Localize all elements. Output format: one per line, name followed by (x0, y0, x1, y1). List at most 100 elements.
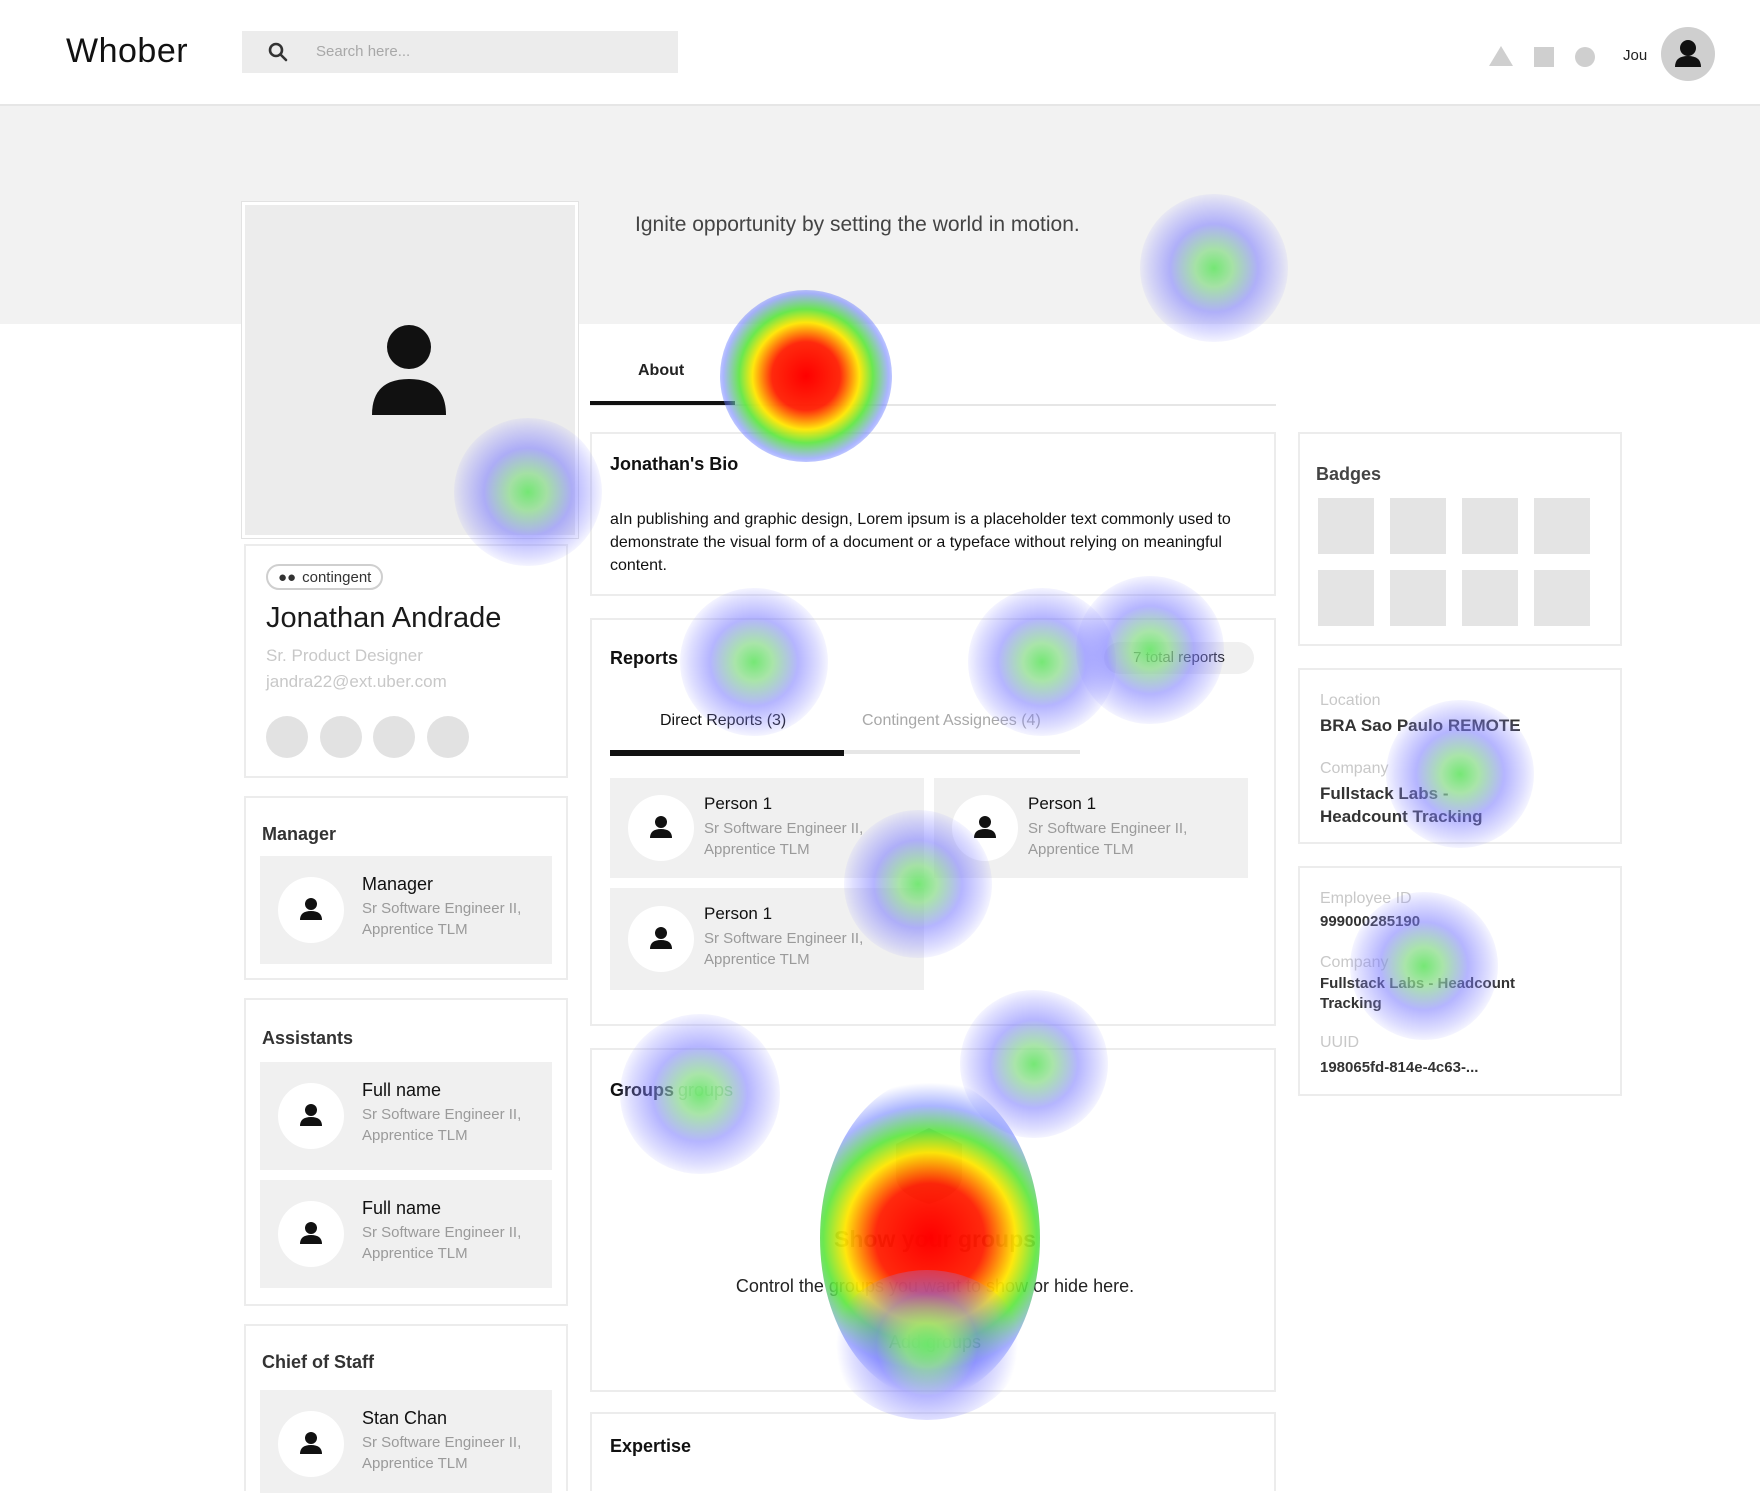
badges-card: Badges (1298, 432, 1622, 646)
location-card: Location BRA Sao Paulo REMOTE Company Fu… (1298, 668, 1622, 844)
user-name[interactable]: Jou (1623, 47, 1648, 64)
badges-heading: Badges (1316, 464, 1382, 484)
assistant-tile[interactable]: Full name Sr Software Engineer II, Appren… (260, 1180, 552, 1288)
total-reports-badge: 7 total reports (1104, 642, 1254, 674)
person-icon (300, 898, 322, 920)
avatar (628, 906, 694, 972)
person-name: Stan Chan (362, 1408, 448, 1428)
person-name: Person 1 (704, 794, 773, 813)
groups-empty-text: Control the groups you want to show or h… (735, 1276, 1135, 1296)
subtabs-track (610, 750, 1080, 754)
person-role: Sr Software Engineer II, Apprentice TLM (1028, 820, 1188, 858)
assistant-tile[interactable]: Full name Sr Software Engineer II, Appren… (260, 1062, 552, 1170)
triangle-icon[interactable] (1489, 46, 1513, 66)
chip-label: contingent (302, 569, 372, 586)
groups-empty-title: Show your groups (834, 1226, 1036, 1252)
employee-company-label: Company (1320, 954, 1389, 971)
avatar (952, 795, 1018, 861)
manager-heading: Manager (262, 824, 337, 844)
square-icon[interactable] (1534, 47, 1554, 67)
search-bar[interactable]: Search here... (242, 31, 678, 73)
badge-slot[interactable] (1462, 570, 1518, 626)
avatar (278, 877, 344, 943)
expertise-card: Expertise (590, 1412, 1276, 1491)
employee-info-card: Employee ID 999000285190 Company Fullsta… (1298, 866, 1622, 1096)
person-role: Sr Software Engineer II, Apprentice TLM (362, 900, 522, 938)
badge-slot[interactable] (1390, 570, 1446, 626)
tab-about-indicator (590, 401, 735, 405)
person-name: Full name (362, 1198, 442, 1218)
profile-person-icon (372, 325, 446, 415)
tab-contingent-assignees[interactable]: Contingent Assignees (4) (862, 712, 1041, 729)
subtab-indicator (610, 750, 844, 756)
social-link-4[interactable] (427, 716, 469, 758)
groups-heading-overlay: groups (678, 1080, 734, 1100)
person-role: Sr Software Engineer II, Apprentice TLM (362, 1106, 522, 1144)
avatar (628, 795, 694, 861)
uuid-value: 198065fd-814e-4c63-... (1320, 1059, 1479, 1076)
badge-slot[interactable] (1534, 498, 1590, 554)
banner-tagline: Ignite opportunity by setting the world … (635, 213, 1080, 236)
avatar (278, 1083, 344, 1149)
uuid-label: UUID (1320, 1034, 1360, 1051)
employee-id-value: 999000285190 (1320, 913, 1421, 930)
search-placeholder: Search here... (316, 43, 411, 60)
employee-company-value: Fullstack Labs - Headcount Tracking (1320, 975, 1516, 1012)
reports-heading: Reports (610, 648, 679, 668)
groups-card: Groups groups Show your groups Control t… (590, 1048, 1276, 1392)
bio-card: Jonathan's Bio aIn publishing and graphi… (590, 432, 1276, 596)
profile-photo[interactable] (242, 202, 578, 538)
badge-slot[interactable] (1534, 570, 1590, 626)
report-tile[interactable]: Person 1 Sr Software Engineer II, Apprent… (934, 778, 1248, 878)
social-link-2[interactable] (320, 716, 362, 758)
report-tile[interactable]: Person 1 Sr Software Engineer II, Apprent… (610, 888, 924, 990)
avatar (278, 1201, 344, 1267)
bio-heading: Jonathan's Bio (610, 454, 739, 474)
badge-slot[interactable] (1318, 498, 1374, 554)
tab-direct-reports[interactable]: Direct Reports (3) (660, 712, 787, 729)
person-name: Person 1 (704, 904, 773, 923)
manager-tile[interactable]: Manager Sr Software Engineer II, Apprenti… (260, 856, 552, 964)
person-name: Person 1 (1028, 794, 1097, 813)
person-role: Sr Software Engineer II, Apprentice TLM (704, 930, 864, 968)
profile-card: ●● contingent Jonathan Andrade Sr. Produc… (244, 544, 568, 778)
social-link-3[interactable] (373, 716, 415, 758)
person-role: Sr Software Engineer II, Apprentice TLM (704, 820, 864, 858)
location-label: Location (1320, 692, 1381, 709)
person-icon (650, 927, 672, 949)
tab-about[interactable]: About (638, 362, 685, 379)
user-icon (1675, 40, 1701, 67)
assistants-card: Assistants Full name Sr Software Enginee… (244, 998, 568, 1306)
chief-of-staff-tile[interactable]: Stan Chan Sr Software Engineer II, Appren… (260, 1390, 552, 1493)
social-link-1[interactable] (266, 716, 308, 758)
badge-slot[interactable] (1390, 498, 1446, 554)
company-label: Company (1320, 760, 1389, 777)
tabs-divider (590, 404, 1276, 406)
person-icon (300, 1222, 322, 1244)
people-icon: ●● (278, 569, 297, 586)
reports-card: Reports 7 total reports Direct Reports (… (590, 618, 1276, 1026)
profile-email[interactable]: jandra22@ext.uber.com (266, 672, 447, 691)
user-avatar[interactable] (1661, 27, 1715, 81)
person-name: Full name (362, 1080, 442, 1100)
profile-name: Jonathan Andrade (266, 602, 502, 634)
location-value: BRA Sao Paulo REMOTE (1320, 716, 1521, 735)
groups-heading: Groups (610, 1080, 675, 1100)
avatar (278, 1411, 344, 1477)
circle-icon[interactable] (1575, 47, 1595, 67)
badge-slot[interactable] (1462, 498, 1518, 554)
manager-card: Manager Manager Sr Software Engineer II,… (244, 796, 568, 980)
person-role: Sr Software Engineer II, Apprentice TLM (362, 1434, 522, 1472)
person-icon (300, 1104, 322, 1126)
person-icon (974, 816, 996, 838)
top-bar: Whober Search here... Jou (0, 0, 1760, 106)
chief-of-staff-heading: Chief of Staff (262, 1352, 374, 1372)
search-icon (268, 42, 288, 62)
profile-title: Sr. Product Designer (266, 646, 423, 665)
contingent-chip: ●● contingent (266, 564, 384, 590)
report-tile[interactable]: Person 1 Sr Software Engineer II, Apprent… (610, 778, 924, 878)
add-groups-link[interactable]: Add groups (888, 1332, 982, 1352)
employee-id-label: Employee ID (1320, 890, 1412, 907)
brand-logo[interactable]: Whober (66, 32, 189, 70)
badge-slot[interactable] (1318, 570, 1374, 626)
